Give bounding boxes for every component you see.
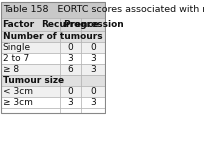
Bar [1,64,60,75]
Text: 0: 0 [90,43,96,52]
Text: 3: 3 [90,98,96,107]
Bar [60,86,81,97]
Bar [1,2,105,18]
Bar [81,97,105,108]
Bar [1,108,60,113]
Bar [81,18,105,31]
Text: Single: Single [3,43,31,52]
Bar [1,31,60,42]
Text: ≥ 3cm: ≥ 3cm [3,98,32,107]
Bar [60,31,81,42]
Text: 0: 0 [90,87,96,96]
Bar [1,53,60,64]
Text: 6: 6 [68,65,73,74]
Text: 2 to 7: 2 to 7 [3,54,29,63]
Bar [60,108,81,113]
Bar [1,97,60,108]
Bar [1,75,60,86]
Bar [60,64,81,75]
Text: < 3cm: < 3cm [3,87,33,96]
Text: Number of tumours: Number of tumours [3,32,102,41]
Text: ≥ 8: ≥ 8 [3,65,19,74]
Text: Recurrence: Recurrence [42,20,100,29]
Text: 3: 3 [68,54,73,63]
Text: 3: 3 [90,54,96,63]
Text: 0: 0 [68,43,73,52]
Bar [81,53,105,64]
Text: 3: 3 [90,65,96,74]
Text: Progression: Progression [63,20,123,29]
Bar [81,86,105,97]
Text: 3: 3 [68,98,73,107]
Bar [60,18,81,31]
Bar [1,42,60,53]
Bar [81,75,105,86]
Bar [60,97,81,108]
Text: Factor: Factor [3,20,35,29]
Text: 0: 0 [68,87,73,96]
Bar [81,42,105,53]
Bar [1,18,60,31]
Bar [81,64,105,75]
Bar [60,53,81,64]
Text: Table 158   EORTC scores associated with risk factors: Table 158 EORTC scores associated with r… [3,6,204,14]
Bar [1,2,105,113]
Bar [60,75,81,86]
Text: Tumour size: Tumour size [3,76,64,85]
Bar [81,108,105,113]
Bar [60,42,81,53]
Bar [1,86,60,97]
Bar [81,31,105,42]
